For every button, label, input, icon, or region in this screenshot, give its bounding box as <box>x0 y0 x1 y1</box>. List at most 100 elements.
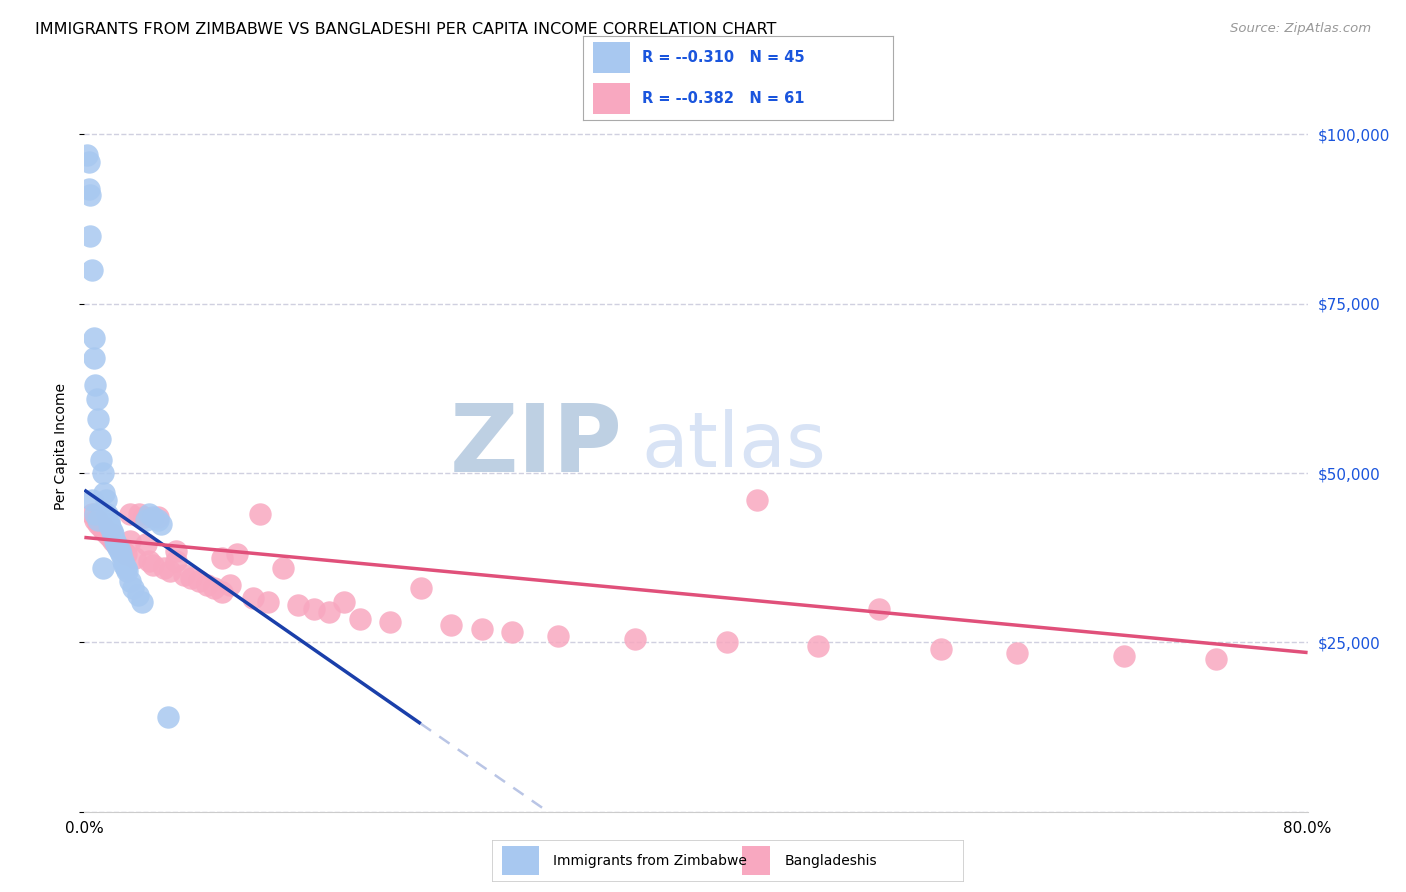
Point <box>218 578 240 592</box>
Point <box>111 544 134 558</box>
Point <box>149 516 172 531</box>
Point <box>86 514 108 528</box>
Point <box>242 591 264 606</box>
Point <box>103 527 125 541</box>
Point <box>287 598 309 612</box>
Point <box>302 601 325 615</box>
Text: ZIP: ZIP <box>450 400 623 492</box>
Point <box>79 229 101 244</box>
Point <box>87 514 110 528</box>
Point <box>1005 646 1028 660</box>
Point <box>101 527 124 541</box>
Point <box>127 588 149 602</box>
Point <box>159 564 181 578</box>
Point <box>104 533 127 548</box>
Point <box>84 507 107 521</box>
Point <box>349 612 371 626</box>
Point <box>188 574 211 589</box>
Point <box>80 507 103 521</box>
Text: R = --0.382   N = 61: R = --0.382 N = 61 <box>643 91 804 106</box>
Point <box>122 581 145 595</box>
Point <box>97 514 120 528</box>
Point <box>108 541 131 555</box>
Point <box>165 554 187 568</box>
Point <box>103 533 125 548</box>
Text: IMMIGRANTS FROM ZIMBABWE VS BANGLADESHI PER CAPITA INCOME CORRELATION CHART: IMMIGRANTS FROM ZIMBABWE VS BANGLADESHI … <box>35 22 776 37</box>
Point <box>173 567 195 582</box>
Point <box>108 544 131 558</box>
Point <box>84 514 107 528</box>
Point <box>624 632 647 646</box>
Point <box>90 520 112 534</box>
Point <box>807 639 830 653</box>
Point <box>157 710 180 724</box>
Point <box>409 581 432 595</box>
Text: atlas: atlas <box>641 409 825 483</box>
Point <box>124 550 146 565</box>
Point <box>1114 648 1136 663</box>
Point <box>110 547 132 561</box>
Point <box>138 554 160 568</box>
Point <box>211 550 233 565</box>
Point <box>146 510 169 524</box>
Point <box>747 493 769 508</box>
Point <box>84 378 107 392</box>
Point <box>135 537 157 551</box>
Point <box>89 432 111 446</box>
Point <box>90 452 112 467</box>
Y-axis label: Per Capita Income: Per Capita Income <box>53 383 67 509</box>
Point <box>98 520 121 534</box>
Point <box>120 507 142 521</box>
Point <box>77 181 100 195</box>
Point <box>716 635 738 649</box>
Point <box>105 537 128 551</box>
Point <box>120 533 142 548</box>
Point <box>83 331 105 345</box>
Point <box>120 574 142 589</box>
Point <box>94 493 117 508</box>
Point <box>97 516 120 531</box>
Point <box>96 527 118 541</box>
Point <box>165 544 187 558</box>
Point <box>929 642 952 657</box>
Point <box>138 507 160 521</box>
Point <box>87 412 110 426</box>
Point <box>77 154 100 169</box>
Point <box>1205 652 1227 666</box>
Point <box>91 466 114 480</box>
Point <box>142 558 165 572</box>
Point <box>80 263 103 277</box>
Point <box>132 510 155 524</box>
Point <box>153 561 176 575</box>
Text: Bangladeshis: Bangladeshis <box>785 854 877 868</box>
Point <box>91 520 114 534</box>
Text: R = --0.310   N = 45: R = --0.310 N = 45 <box>643 50 804 65</box>
Point <box>96 507 118 521</box>
Point <box>211 584 233 599</box>
Point <box>86 392 108 406</box>
Point <box>91 561 114 575</box>
Bar <box>593 43 630 73</box>
Point <box>93 486 115 500</box>
Bar <box>502 847 540 875</box>
Point <box>131 595 153 609</box>
Point <box>112 558 135 572</box>
Point <box>93 524 115 538</box>
Point <box>471 622 494 636</box>
Point <box>502 625 524 640</box>
Point <box>271 561 294 575</box>
Point <box>115 564 138 578</box>
Point <box>114 561 136 575</box>
Point <box>135 514 157 528</box>
Point <box>202 581 225 595</box>
Point <box>142 510 165 524</box>
Bar <box>593 83 630 113</box>
Point <box>128 507 150 521</box>
Point <box>226 547 249 561</box>
Point <box>380 615 402 629</box>
Point <box>101 524 124 538</box>
Point <box>547 629 569 643</box>
Point <box>869 601 891 615</box>
Point <box>105 537 128 551</box>
Text: Source: ZipAtlas.com: Source: ZipAtlas.com <box>1230 22 1371 36</box>
